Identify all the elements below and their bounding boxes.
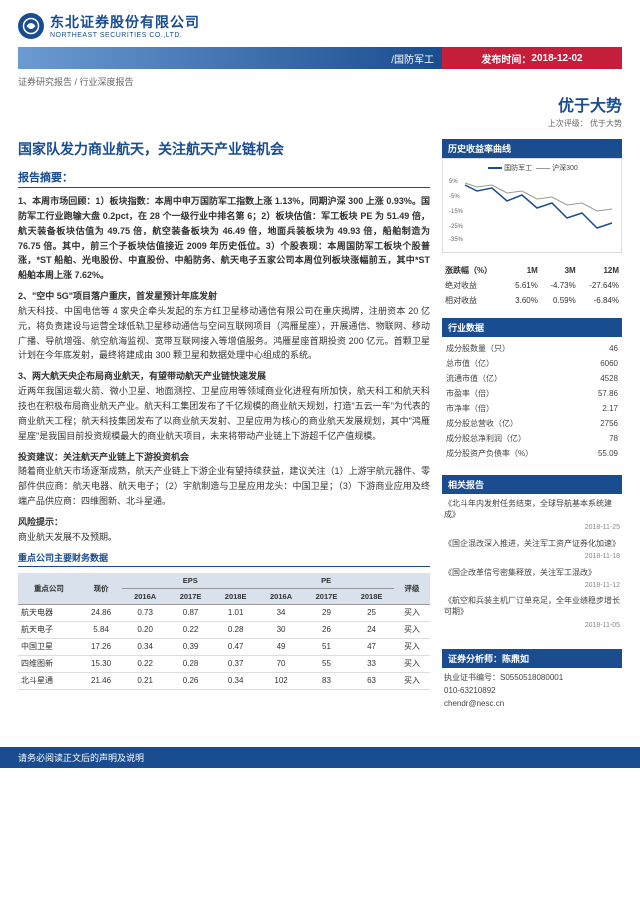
financial-table: 重点公司 现价 EPS PE 评级 2016A 2017E 2018E 2016… <box>18 573 430 690</box>
fin-table-head: 重点公司主要财务数据 <box>18 551 430 567</box>
chart-legend: 国防军工 沪深300 <box>447 163 617 173</box>
reports-head: 相关报告 <box>442 475 622 494</box>
company-name-en: NORTHEAST SECURITIES CO.,LTD. <box>50 32 200 39</box>
list-item: 成分股数量（只）46 <box>444 341 620 356</box>
para-commercial: 3、两大航天央企布局商业航天，有望带动航天产业链快速发展 近两年我国运载火箭、微… <box>18 369 430 443</box>
industry-data-box: 行业数据 成分股数量（只）46总市值（亿）6060流通市值（亿）4528市盈率（… <box>442 318 622 465</box>
chart-head: 历史收益率曲线 <box>442 139 622 158</box>
para-5g: 2、"空中 5G"项目落户重庆，首发星预计年底发射 航天科技、中国电信等 4 家… <box>18 289 430 363</box>
table-row: 航天电器24.860.730.871.01342925买入 <box>18 604 430 621</box>
report-date: 2018-11-05 <box>444 621 620 632</box>
report-item: 《航空和兵装主机厂订单充足，全年业绩稳步增长可期》 <box>444 595 620 617</box>
svg-text:5%: 5% <box>449 179 458 185</box>
chart-box: 历史收益率曲线 国防军工 沪深300 5% -5% -15% -25% -35% <box>442 139 622 253</box>
industry-head: 行业数据 <box>442 318 622 337</box>
svg-text:-15%: -15% <box>449 209 464 215</box>
list-item: 市盈率（倍）57.86 <box>444 386 620 401</box>
rating-main: 优于大势 <box>548 92 622 116</box>
breadcrumb: 证券研究报告 / 行业深度报告 <box>18 75 622 88</box>
rating-sub: 上次评级： 优于大势 <box>548 118 622 129</box>
svg-text:-35%: -35% <box>449 237 464 243</box>
rating-block: 优于大势 上次评级： 优于大势 <box>548 92 622 129</box>
table-row: 航天电子5.840.200.220.28302624买入 <box>18 621 430 638</box>
perf-box: 涨跌幅（%） 1M 3M 12M 绝对收益 5.61% -4.73% -27.6… <box>442 263 622 308</box>
table-row: 四维图新15.300.220.280.37705533买入 <box>18 655 430 672</box>
list-item: 总市值（亿）6060 <box>444 356 620 371</box>
report-title: 国家队发力商业航天，关注航天产业链机会 <box>18 139 430 159</box>
analyst-head: 证券分析师：陈鼎如 <box>442 649 622 668</box>
company-header: 东北证券股份有限公司 NORTHEAST SECURITIES CO.,LTD. <box>18 12 622 39</box>
list-item: 成分股总净利润（亿）78 <box>444 431 620 446</box>
list-item: 流通市值（亿）4528 <box>444 371 620 386</box>
abstract-head: 报告摘要： <box>18 169 430 188</box>
analyst-box: 证券分析师：陈鼎如 执业证书编号：S0550518080001 010-6321… <box>442 649 622 714</box>
footer-disclaimer: 请务必阅读正文后的声明及说明 <box>0 747 640 768</box>
table-row: 北斗星通21.460.210.260.341028363买入 <box>18 672 430 689</box>
table-row: 中国卫星17.260.340.390.47495147买入 <box>18 638 430 655</box>
company-name-cn: 东北证券股份有限公司 <box>50 12 200 32</box>
company-logo <box>18 13 44 39</box>
report-date: 2018-11-25 <box>444 523 620 534</box>
banner-sector: /国防军工 <box>18 47 442 69</box>
para-market: 1、本周市场回顾：1）板块指数：本周中申万国防军工指数上涨 1.13%，同期沪深… <box>18 194 430 283</box>
report-item: 《北斗年内发射任务结束，全球导航基本系统建成》 <box>444 498 620 520</box>
list-item: 成分股总营收（亿）2756 <box>444 416 620 431</box>
report-date: 2018-11-18 <box>444 552 620 563</box>
para-risk: 风险提示： 商业航天发展不及预期。 <box>18 515 430 545</box>
list-item: 市净率（倍）2.17 <box>444 401 620 416</box>
report-date: 2018-11-12 <box>444 581 620 592</box>
para-invest: 投资建议：关注航天产业链上下游投资机会 随着商业航天市场逐渐成熟，航天产业链上下… <box>18 450 430 509</box>
banner: /国防军工 发布时间： 2018-12-02 <box>18 47 622 69</box>
performance-chart: 5% -5% -15% -25% -35% <box>447 173 617 243</box>
report-item: 《国企混改深入推进，关注军工资产证券化加速》 <box>444 538 620 549</box>
svg-text:-25%: -25% <box>449 224 464 230</box>
banner-date: 发布时间： 2018-12-02 <box>442 47 622 69</box>
list-item: 成分股资产负债率（%）55.09 <box>444 446 620 461</box>
report-item: 《国企改革信号密集释放，关注军工混改》 <box>444 567 620 578</box>
svg-text:-5%: -5% <box>449 194 460 200</box>
related-reports-box: 相关报告 《北斗年内发射任务结束，全球导航基本系统建成》 2018-11-25 《国… <box>442 475 622 639</box>
